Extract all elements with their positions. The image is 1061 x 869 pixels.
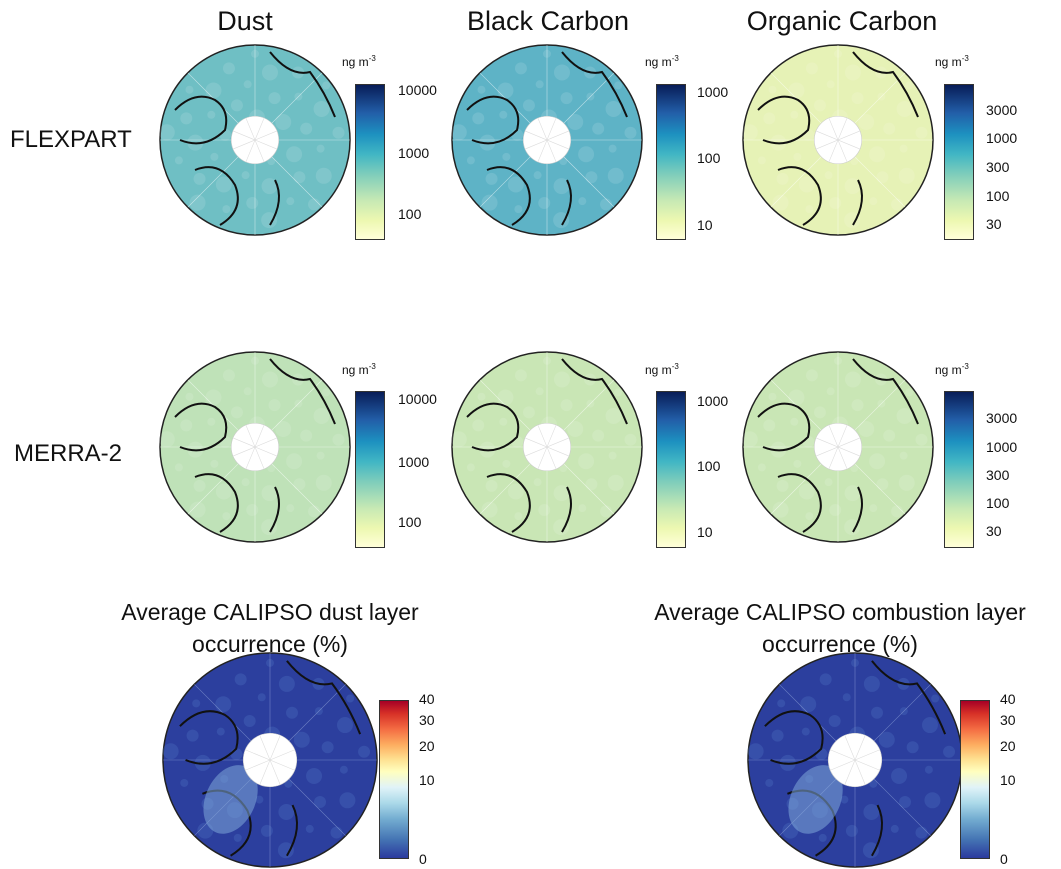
tick-label: 100 <box>398 206 422 222</box>
tick-label: 30 <box>1000 712 1016 728</box>
tick-label: 100 <box>986 188 1010 204</box>
tick-label: 10000 <box>398 82 437 98</box>
colorbar-dust-flexpart <box>355 84 385 240</box>
map-organic-carbon-flexpart <box>741 44 934 236</box>
tick-label: 1000 <box>398 145 430 161</box>
tick-label: 0 <box>1000 851 1008 867</box>
tick-label: 30 <box>986 216 1002 232</box>
tick-label: 10000 <box>398 391 437 407</box>
tick-label: 300 <box>986 159 1010 175</box>
map-black-carbon-flexpart <box>450 44 643 236</box>
calipso-dust-title: Average CALIPSO dust layer occurrence (%… <box>121 599 419 657</box>
unit-label: ng m-3 <box>645 54 679 69</box>
unit-label: ng m-3 <box>342 54 376 69</box>
tick-label: 40 <box>419 691 435 707</box>
unit-label: ng m-3 <box>645 362 679 377</box>
column-title-black-carbon: Black Carbon <box>466 6 630 36</box>
tick-label: 10 <box>419 772 435 788</box>
tick-label: 0 <box>419 851 427 867</box>
colorbar-organic-carbon-merra2 <box>944 391 974 548</box>
calipso-combustion-title: Average CALIPSO combustion layer occurre… <box>654 599 1026 657</box>
tick-label: 1000 <box>697 84 729 100</box>
tick-label: 40 <box>1000 691 1016 707</box>
colorbar-organic-carbon-flexpart <box>944 84 974 240</box>
tick-label: 10 <box>697 217 713 233</box>
tick-label: 100 <box>697 150 721 166</box>
tick-label: 30 <box>419 712 435 728</box>
row-label-flexpart: FLEXPART <box>10 126 132 153</box>
tick-label: 3000 <box>986 410 1018 426</box>
tick-label: 100 <box>398 514 422 530</box>
unit-label: ng m-3 <box>342 362 376 377</box>
tick-label: 3000 <box>986 102 1018 118</box>
tick-label: 20 <box>1000 738 1016 754</box>
unit-label: ng m-3 <box>935 54 969 69</box>
map-calipso-dust <box>162 652 378 868</box>
map-black-carbon-merra2 <box>450 351 643 543</box>
column-title-dust: Dust <box>217 6 273 36</box>
row-label-merra2: MERRA-2 <box>14 440 123 467</box>
tick-label: 100 <box>697 458 721 474</box>
colorbar-calipso-dust <box>379 700 409 859</box>
map-organic-carbon-merra2 <box>741 351 934 543</box>
tick-label: 100 <box>986 495 1010 511</box>
colorbar-dust-merra2 <box>355 391 385 548</box>
map-dust-flexpart <box>158 44 351 236</box>
colorbar-black-carbon-flexpart <box>656 84 686 240</box>
tick-label: 300 <box>986 467 1010 483</box>
tick-label: 10 <box>1000 772 1016 788</box>
tick-label: 30 <box>986 523 1002 539</box>
column-title-organic-carbon: Organic Carbon <box>746 6 938 36</box>
tick-label: 1000 <box>697 393 729 409</box>
map-calipso-combustion <box>747 652 963 868</box>
tick-label: 20 <box>419 738 435 754</box>
colorbar-calipso-combustion <box>960 700 990 859</box>
tick-label: 1000 <box>398 454 430 470</box>
colorbar-black-carbon-merra2 <box>656 391 686 548</box>
tick-label: 10 <box>697 524 713 540</box>
unit-label: ng m-3 <box>935 362 969 377</box>
map-dust-merra2 <box>158 351 351 543</box>
tick-label: 1000 <box>986 439 1018 455</box>
tick-label: 1000 <box>986 130 1018 146</box>
